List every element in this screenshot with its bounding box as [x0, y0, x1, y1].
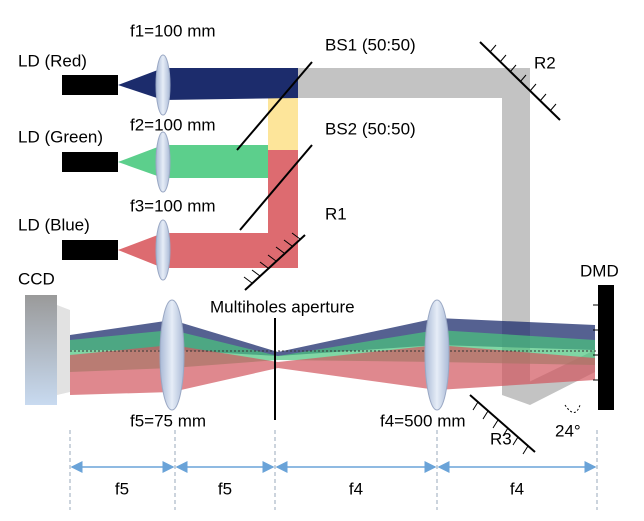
distance-label: f4	[349, 479, 363, 498]
dmd	[593, 285, 614, 410]
lens-label: f5=75 mm	[130, 411, 206, 430]
lenses	[155, 54, 450, 411]
distance-label: f5	[115, 479, 129, 498]
source-label: LD (Blue)	[18, 215, 90, 234]
mirror-label: R1	[325, 204, 347, 223]
mirror-label: R3	[490, 429, 512, 448]
optics	[236, 41, 561, 455]
dmd-label: DMD	[580, 261, 619, 280]
angle-label: 24°	[555, 421, 581, 440]
angle-arc	[564, 404, 581, 413]
lens-label: f1=100 mm	[130, 21, 216, 40]
beams	[70, 68, 598, 405]
lens-label: f3=100 mm	[130, 196, 216, 215]
ccd	[25, 295, 70, 405]
dimensions	[69, 430, 598, 510]
labels: LD (Red) LD (Green) LD (Blue) f1=100 mm …	[18, 21, 619, 498]
source-label: LD (Green)	[18, 127, 103, 146]
source-label: LD (Red)	[18, 51, 87, 70]
detector-label: CCD	[18, 269, 55, 288]
aperture-label: Multiholes aperture	[210, 297, 355, 316]
distance-label: f5	[218, 479, 232, 498]
distance-label: f4	[510, 479, 524, 498]
lens-label: f4=500 mm	[380, 411, 466, 430]
lasers	[62, 75, 118, 260]
mirror-label: R2	[534, 53, 556, 72]
splitter-label: BS2 (50:50)	[325, 119, 416, 138]
splitter-label: BS1 (50:50)	[325, 35, 416, 54]
lens-label: f2=100 mm	[130, 115, 216, 134]
